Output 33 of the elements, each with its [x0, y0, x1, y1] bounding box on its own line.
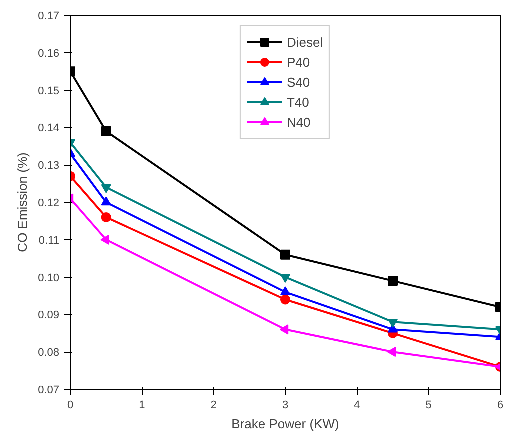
- y-tick-label: 0.07: [38, 384, 60, 396]
- x-tick-label: 6: [497, 400, 504, 412]
- legend-label: T40: [286, 94, 310, 110]
- legend-label: S40: [286, 74, 310, 90]
- point: [388, 276, 398, 286]
- point: [280, 286, 290, 296]
- point: [280, 294, 290, 305]
- point: [280, 274, 290, 283]
- y-tick-label: 0.16: [38, 48, 60, 60]
- y-tick-label: 0.12: [38, 198, 60, 210]
- y-axis-title: CO Emission (%): [15, 152, 30, 252]
- point: [280, 324, 289, 335]
- x-tick-label: 4: [354, 400, 360, 412]
- y-tick-label: 0.09: [38, 310, 60, 322]
- x-axis-title: Brake Power (KW): [232, 416, 340, 432]
- y-tick-label: 0.15: [38, 85, 60, 98]
- point: [387, 347, 396, 358]
- legend-label: Diesel: [286, 34, 324, 50]
- point: [388, 319, 398, 328]
- y-tick-label: 0.13: [38, 160, 60, 172]
- x-tick-label: 3: [282, 400, 289, 412]
- legend-label: N40: [286, 114, 311, 130]
- x-tick-label: 0: [67, 400, 74, 412]
- x-tick-label: 1: [139, 400, 146, 412]
- y-tick-label: 0.11: [38, 234, 60, 247]
- x-tick-label: 5: [426, 400, 432, 412]
- legend-label: P40: [286, 54, 310, 70]
- x-tick-label: 2: [210, 400, 217, 412]
- point: [280, 250, 290, 260]
- y-tick-label: 0.08: [38, 347, 60, 360]
- y-tick-label: 0.17: [38, 10, 60, 22]
- y-tick-label: 0.10: [38, 272, 60, 284]
- y-tick-label: 0.14: [38, 122, 60, 135]
